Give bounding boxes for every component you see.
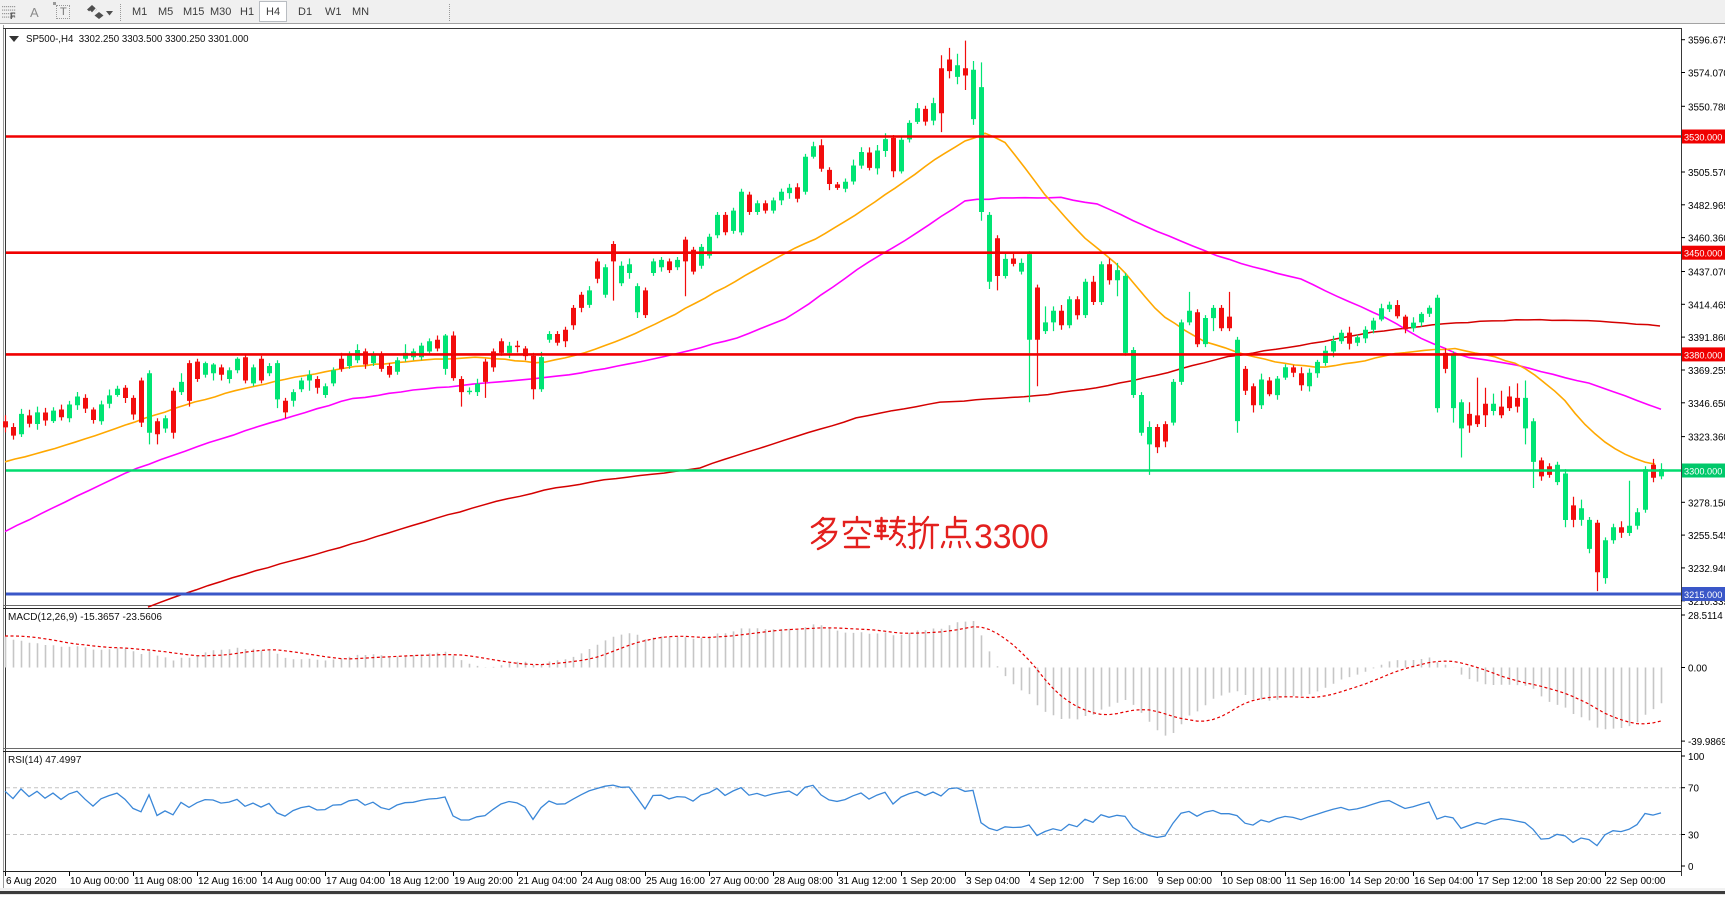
svg-text:10 Aug 00:00: 10 Aug 00:00: [70, 876, 129, 887]
svg-text:3550.780: 3550.780: [1688, 102, 1725, 113]
svg-text:SP500-,H4 3302.250 3303.500 3: SP500-,H4 3302.250 3303.500 3300.250 330…: [26, 34, 249, 45]
svg-text:3255.545: 3255.545: [1688, 531, 1725, 542]
svg-text:4 Sep 12:00: 4 Sep 12:00: [1030, 876, 1084, 887]
svg-text:3215.000: 3215.000: [1684, 590, 1722, 600]
svg-text:3346.650: 3346.650: [1688, 399, 1725, 410]
svg-text:3323.360: 3323.360: [1688, 433, 1725, 444]
svg-text:12 Aug 16:00: 12 Aug 16:00: [198, 876, 257, 887]
svg-text:17 Sep 12:00: 17 Sep 12:00: [1478, 876, 1538, 887]
svg-text:100: 100: [1688, 752, 1705, 763]
svg-text:0: 0: [1688, 862, 1694, 873]
svg-text:3369.255: 3369.255: [1688, 366, 1725, 377]
svg-text:28.5114: 28.5114: [1688, 611, 1723, 622]
svg-text:19 Aug 20:00: 19 Aug 20:00: [454, 876, 513, 887]
svg-text:14 Sep 20:00: 14 Sep 20:00: [1350, 876, 1410, 887]
svg-text:3596.675: 3596.675: [1688, 36, 1725, 47]
svg-text:3530.000: 3530.000: [1684, 133, 1722, 143]
svg-text:27 Aug 00:00: 27 Aug 00:00: [710, 876, 769, 887]
svg-text:3300: 3300: [974, 518, 1048, 556]
svg-text:11 Aug 08:00: 11 Aug 08:00: [134, 876, 193, 887]
svg-text:24 Aug 08:00: 24 Aug 08:00: [582, 876, 641, 887]
svg-text:18 Aug 12:00: 18 Aug 12:00: [390, 876, 449, 887]
svg-text:3210.335: 3210.335: [1688, 597, 1725, 608]
svg-text:10 Sep 08:00: 10 Sep 08:00: [1222, 876, 1282, 887]
svg-text:3232.940: 3232.940: [1688, 564, 1725, 575]
svg-text:21 Aug 04:00: 21 Aug 04:00: [518, 876, 577, 887]
svg-text:11 Sep 16:00: 11 Sep 16:00: [1286, 876, 1345, 887]
svg-text:28 Aug 08:00: 28 Aug 08:00: [774, 876, 833, 887]
svg-text:3391.860: 3391.860: [1688, 333, 1725, 344]
svg-text:MACD(12,26,9) -15.3657 -23.560: MACD(12,26,9) -15.3657 -23.5606: [8, 612, 162, 623]
svg-text:3414.465: 3414.465: [1688, 300, 1725, 311]
svg-text:70: 70: [1688, 784, 1699, 795]
svg-text:7 Sep 16:00: 7 Sep 16:00: [1094, 876, 1148, 887]
svg-text:18 Sep 20:00: 18 Sep 20:00: [1542, 876, 1602, 887]
svg-text:3482.965: 3482.965: [1688, 201, 1725, 212]
svg-text:3 Sep 04:00: 3 Sep 04:00: [966, 876, 1020, 887]
svg-text:3278.150: 3278.150: [1688, 498, 1725, 509]
svg-text:17 Aug 04:00: 17 Aug 04:00: [326, 876, 385, 887]
svg-text:3300.000: 3300.000: [1684, 467, 1722, 477]
svg-text:31 Aug 12:00: 31 Aug 12:00: [838, 876, 897, 887]
svg-text:0.00: 0.00: [1688, 664, 1708, 675]
svg-text:1 Sep 20:00: 1 Sep 20:00: [902, 876, 956, 887]
svg-text:9 Sep 00:00: 9 Sep 00:00: [1158, 876, 1212, 887]
svg-text:-39.9869: -39.9869: [1688, 737, 1725, 748]
svg-text:30: 30: [1688, 831, 1699, 842]
svg-text:3574.070: 3574.070: [1688, 69, 1725, 80]
svg-text:6 Aug 2020: 6 Aug 2020: [6, 876, 57, 887]
svg-text:3437.070: 3437.070: [1688, 268, 1725, 279]
svg-text:14 Aug 00:00: 14 Aug 00:00: [262, 876, 321, 887]
svg-text:22 Sep 00:00: 22 Sep 00:00: [1606, 876, 1666, 887]
svg-text:3460.360: 3460.360: [1688, 234, 1725, 245]
svg-text:3450.000: 3450.000: [1684, 249, 1722, 259]
svg-text:25 Aug 16:00: 25 Aug 16:00: [646, 876, 705, 887]
svg-text:3380.000: 3380.000: [1684, 350, 1722, 360]
svg-text:RSI(14) 47.4997: RSI(14) 47.4997: [8, 755, 82, 766]
svg-text:16 Sep 04:00: 16 Sep 04:00: [1414, 876, 1474, 887]
svg-text:3505.570: 3505.570: [1688, 168, 1725, 179]
